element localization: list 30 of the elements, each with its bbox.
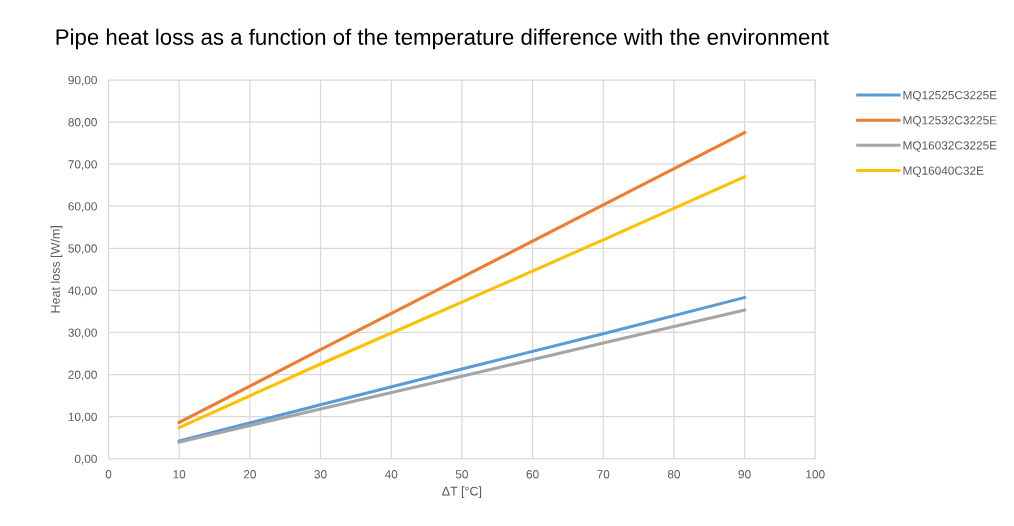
x-tick-label: 30 [314,470,327,479]
y-tick-label: 80,00 [68,118,97,128]
legend-label: MQ12532C3225E [903,116,997,127]
x-tick-label: 10 [173,470,186,479]
y-tick-label: 50,00 [68,244,97,255]
legend-label: MQ12525C3225E [903,90,997,102]
x-tick-label: 50 [455,470,468,479]
legend-label: MQ16040C32E [903,166,984,177]
y-tick-label: 10,00 [68,412,97,423]
x-axis-title: ΔT [°C] [442,486,482,498]
x-tick-label: 80 [667,470,681,479]
x-tick-label: 40 [384,470,398,479]
line-series [177,131,747,425]
y-tick-label: 40,00 [68,286,97,297]
chart-title: Pipe heat loss as a function of the temperature difference with the environment [56,28,829,50]
y-tick-label: 90,00 [68,75,97,86]
x-tick-label: 90 [738,470,751,479]
x-tick-label: 0 [105,470,112,479]
x-tick-label: 70 [597,470,610,479]
line-series [177,175,747,430]
y-tick-label: 30,00 [68,328,97,339]
x-tick-label: 20 [243,470,256,479]
y-axis-title: Heat loss [W/m] [50,226,63,313]
x-tick-label: 60 [526,470,539,479]
x-tick-label: 100 [806,470,825,479]
y-tick-label: 20,00 [68,370,97,381]
y-tick-label: 60,00 [68,202,97,212]
y-tick-label: 0,00 [74,454,97,465]
y-tick-label: 70,00 [68,160,97,170]
legend-label: MQ16032C3225E [903,141,997,152]
